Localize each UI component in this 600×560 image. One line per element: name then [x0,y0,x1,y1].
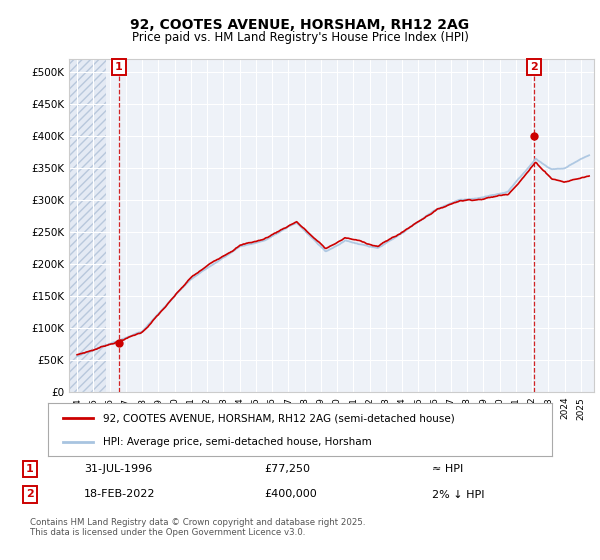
Text: HPI: Average price, semi-detached house, Horsham: HPI: Average price, semi-detached house,… [103,436,372,446]
Text: ≈ HPI: ≈ HPI [432,464,463,474]
Text: 92, COOTES AVENUE, HORSHAM, RH12 2AG: 92, COOTES AVENUE, HORSHAM, RH12 2AG [130,18,470,32]
Bar [69,59,106,392]
Text: 92, COOTES AVENUE, HORSHAM, RH12 2AG (semi-detached house): 92, COOTES AVENUE, HORSHAM, RH12 2AG (se… [103,413,455,423]
Text: 1: 1 [115,62,123,72]
Text: £77,250: £77,250 [264,464,310,474]
Text: 2% ↓ HPI: 2% ↓ HPI [432,489,485,500]
Text: 2: 2 [530,62,538,72]
Text: Contains HM Land Registry data © Crown copyright and database right 2025.
This d: Contains HM Land Registry data © Crown c… [30,518,365,538]
Text: 31-JUL-1996: 31-JUL-1996 [84,464,152,474]
Text: £400,000: £400,000 [264,489,317,500]
Text: 1: 1 [26,464,34,474]
Text: Price paid vs. HM Land Registry's House Price Index (HPI): Price paid vs. HM Land Registry's House … [131,31,469,44]
Text: 18-FEB-2022: 18-FEB-2022 [84,489,155,500]
Text: 2: 2 [26,489,34,500]
